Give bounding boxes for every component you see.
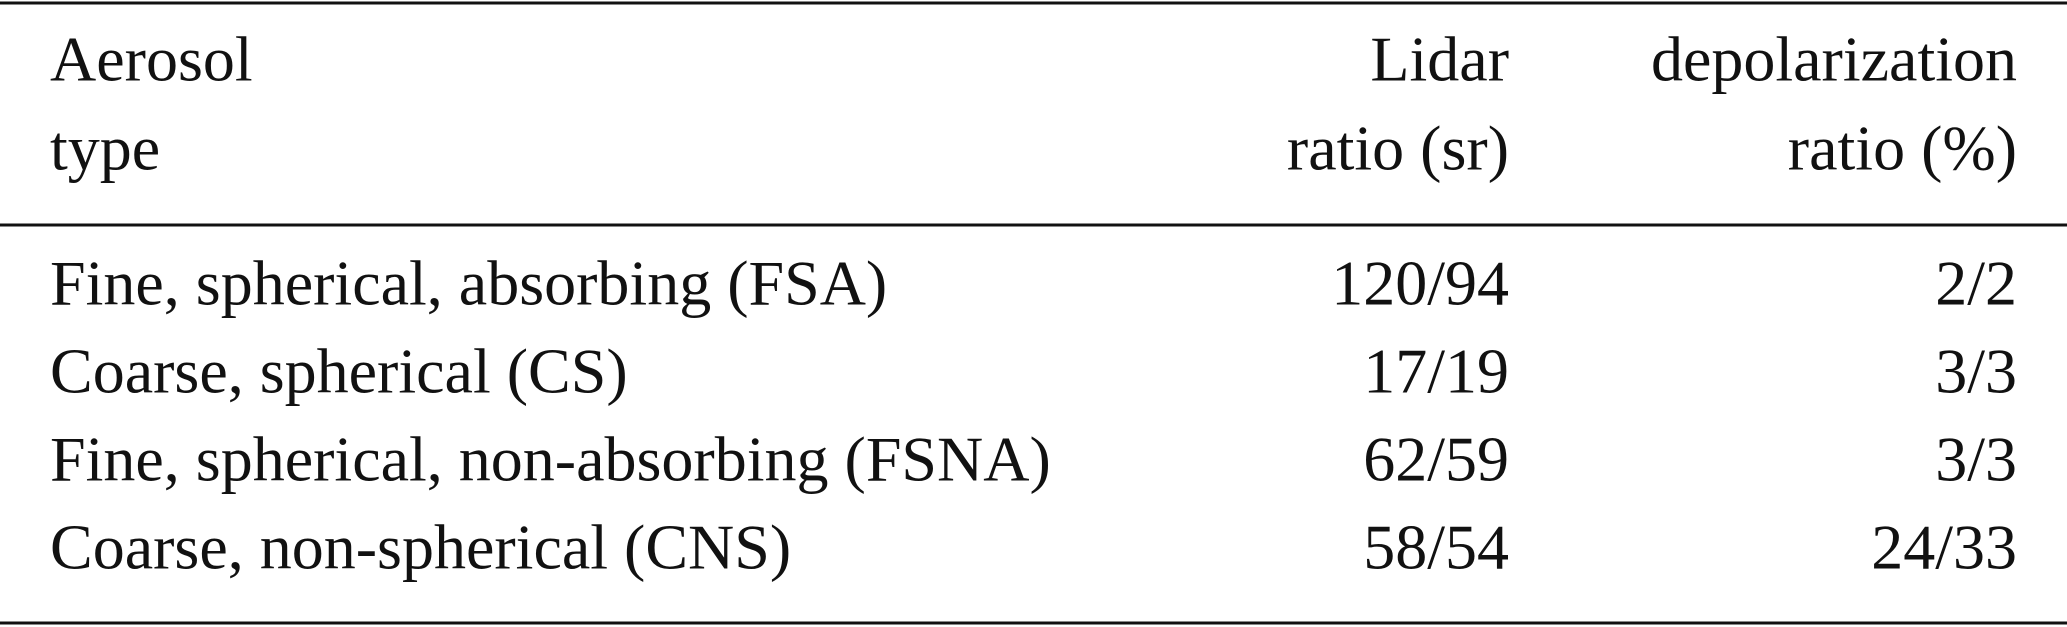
table-cell: 120/94 — [1331, 248, 1509, 319]
table-cell: Coarse, non-spherical (CNS) — [50, 512, 791, 583]
header-cell: type — [50, 113, 160, 184]
table-cell: Coarse, spherical (CS) — [50, 336, 628, 407]
table-cell: 3/3 — [1935, 336, 2017, 407]
header-cell: depolarization — [1651, 24, 2017, 95]
table-cell: 62/59 — [1363, 424, 1509, 495]
table-cell: 3/3 — [1935, 424, 2017, 495]
header-cell: Aerosol — [50, 24, 253, 95]
table-cell: Fine, spherical, non-absorbing (FSNA) — [50, 424, 1051, 495]
table-cell: 58/54 — [1363, 512, 1509, 583]
header-cell: ratio (sr) — [1287, 113, 1509, 184]
table-cell: Fine, spherical, absorbing (FSA) — [50, 248, 887, 319]
header-cell: ratio (%) — [1788, 113, 2017, 184]
header-cell: Lidar — [1370, 24, 1509, 95]
table-cell: 24/33 — [1871, 512, 2017, 583]
table-cell: 2/2 — [1935, 248, 2017, 319]
table-cell: 17/19 — [1363, 336, 1509, 407]
